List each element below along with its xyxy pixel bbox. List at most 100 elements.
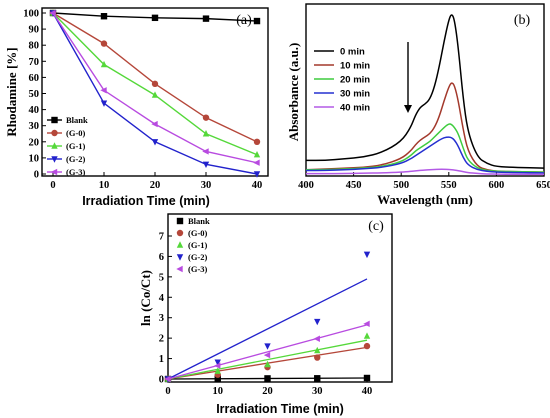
panel-c-point	[264, 343, 271, 350]
panel-c-point	[314, 354, 321, 361]
panel-a-xtick-label: 40	[252, 180, 263, 191]
panel-b-legend-label: 40 min	[340, 103, 370, 114]
panel-a-point	[151, 80, 159, 88]
panel-c-ytick-label: 2	[159, 334, 164, 345]
panel-a-legend-marker	[50, 168, 58, 176]
panel-c-ytick-label: 1	[159, 354, 164, 365]
panel-a-ytick-label: 100	[23, 9, 39, 20]
panel-c-ytick-label: 6	[159, 252, 164, 263]
panel-c-fit-3	[167, 278, 368, 380]
panel-c-xtick-label: 10	[213, 386, 224, 397]
panel-b-legend: 0 min 10 min 20 min 30 min 40 min	[314, 47, 370, 114]
panel-c-frame	[167, 213, 393, 383]
panel-c-legend-label: (G-0)	[188, 228, 208, 238]
panel-a-point	[202, 114, 210, 121]
panel-b-legend-label: 10 min	[340, 61, 370, 72]
panel-a-y-ticks: 0 10 20 30 40 50 60 70 80 90 100	[23, 9, 46, 181]
panel-a-legend-label: Blank	[66, 115, 88, 125]
panel-b-series	[305, 14, 545, 176]
panel-c-legend-label: Blank	[188, 216, 210, 226]
panel-c-point	[214, 362, 221, 369]
panel-c-point	[363, 342, 371, 350]
panel-a-xtick-label: 30	[201, 180, 212, 191]
panel-a-ytick-label: 0	[34, 170, 39, 181]
panel-a-point	[202, 148, 209, 155]
panel-a-legend: Blank (G-0) (G-1) (G-2) (G-3)	[47, 115, 88, 177]
panel-a-legend-marker	[51, 116, 58, 124]
panel-c-point	[314, 318, 321, 326]
panel-a-xtick-label: 0	[50, 180, 55, 191]
down-arrow	[404, 42, 412, 113]
panel-b-xtick-label: 400	[298, 180, 314, 191]
panel-a-point	[151, 120, 158, 128]
panel-c-legend-marker	[176, 254, 184, 261]
panel-c-legend-label: (G-3)	[188, 264, 208, 274]
panel-c-legend: Blank (G-0) (G-1) (G-2) (G-3)	[176, 216, 210, 274]
panel-c-xtick-label: 20	[262, 386, 273, 397]
panel-c-legend-marker	[176, 229, 184, 237]
panel-c-ytick-label: 5	[159, 272, 164, 283]
panel-c-point	[164, 375, 171, 383]
panel-c-xtick-label: 40	[362, 386, 373, 397]
panel-c-ytick-label: 4	[159, 293, 165, 304]
panel-a-ytick-label: 20	[29, 137, 40, 148]
panel-a-point	[253, 171, 261, 178]
panel-b-legend-label: 20 min	[340, 75, 370, 86]
panel-a-point	[100, 60, 108, 68]
panel-a-xtick-label: 20	[150, 180, 161, 191]
panel-c-ylabel: ln (Co/Ct)	[138, 270, 153, 326]
panel-c-ytick-label: 7	[159, 232, 164, 243]
panel-c-point	[313, 335, 320, 342]
panel-a-ytick-label: 40	[29, 105, 40, 116]
panel-a-point	[202, 130, 210, 137]
panel-a-point	[100, 100, 108, 107]
panel-a-point	[202, 161, 210, 169]
panel-a-legend-marker	[51, 156, 58, 163]
panel-a-point	[253, 150, 261, 158]
panel-b-xtick-label: 450	[346, 180, 362, 191]
panel-c-xtick-label: 0	[165, 386, 170, 397]
panel-a-ytick-label: 70	[29, 57, 40, 68]
panel-a-ytick-label: 30	[29, 121, 40, 132]
panel-b-legend-label: 30 min	[340, 89, 370, 100]
panel-b-legend-label: 0 min	[340, 47, 365, 58]
panel-a-legend-label: (G-1)	[66, 141, 86, 151]
panel-c-point	[363, 332, 371, 339]
panel-a-legend-marker	[51, 142, 58, 149]
panel-c-legend-marker	[176, 265, 183, 273]
panel-a-tag: (a)	[236, 13, 252, 28]
panel-a-ytick-label: 80	[29, 41, 40, 52]
panel-b-frame	[305, 3, 545, 177]
panel-c-tag: (c)	[368, 219, 384, 234]
panel-a-ytick-label: 10	[29, 153, 40, 164]
panel-b-xtick-label: 600	[489, 180, 505, 191]
panel-c-legend-label: (G-1)	[188, 240, 208, 250]
panel-c-series	[164, 251, 371, 383]
panel-b-curve-0	[306, 14, 545, 169]
panel-a-point	[100, 40, 108, 47]
panel-a: 0 10 20 30 40 0 10 20 30 40 50 60 70 80 90 100 Blank (G…	[4, 7, 269, 208]
panel-c-ytick-label: 3	[159, 313, 164, 324]
panel-c-xlabel: Irradiation Time (min)	[216, 402, 344, 416]
panel-a-point	[151, 14, 159, 22]
panel-a-ytick-label: 50	[29, 89, 40, 100]
panel-a-point	[100, 13, 108, 20]
panel-a-xtick-label: 10	[99, 180, 110, 191]
panel-b-xtick-label: 650	[536, 180, 550, 191]
panel-c-point	[214, 367, 221, 374]
panel-a-point	[100, 87, 107, 94]
panel-a-point	[253, 159, 260, 166]
panel-c-ytick-label: 0	[159, 375, 164, 386]
panel-a-point	[151, 139, 159, 146]
panel-c-point	[363, 251, 371, 259]
panel-c-fit-4	[167, 324, 368, 380]
panel-b-ylabel: Absorbance (a.u.)	[286, 43, 301, 142]
panel-b: 400 450 500 550 600 650 0 min 10 min 20 min 30 m…	[286, 3, 550, 207]
panel-c-legend-label: (G-2)	[188, 252, 208, 262]
panel-a-ylabel: Rhodamine [%]	[4, 47, 19, 136]
panel-c-legend-marker	[176, 241, 184, 248]
panel-b-curve-4	[306, 168, 545, 176]
panel-b-xtick-label: 500	[393, 180, 409, 191]
panel-a-point	[253, 17, 261, 25]
